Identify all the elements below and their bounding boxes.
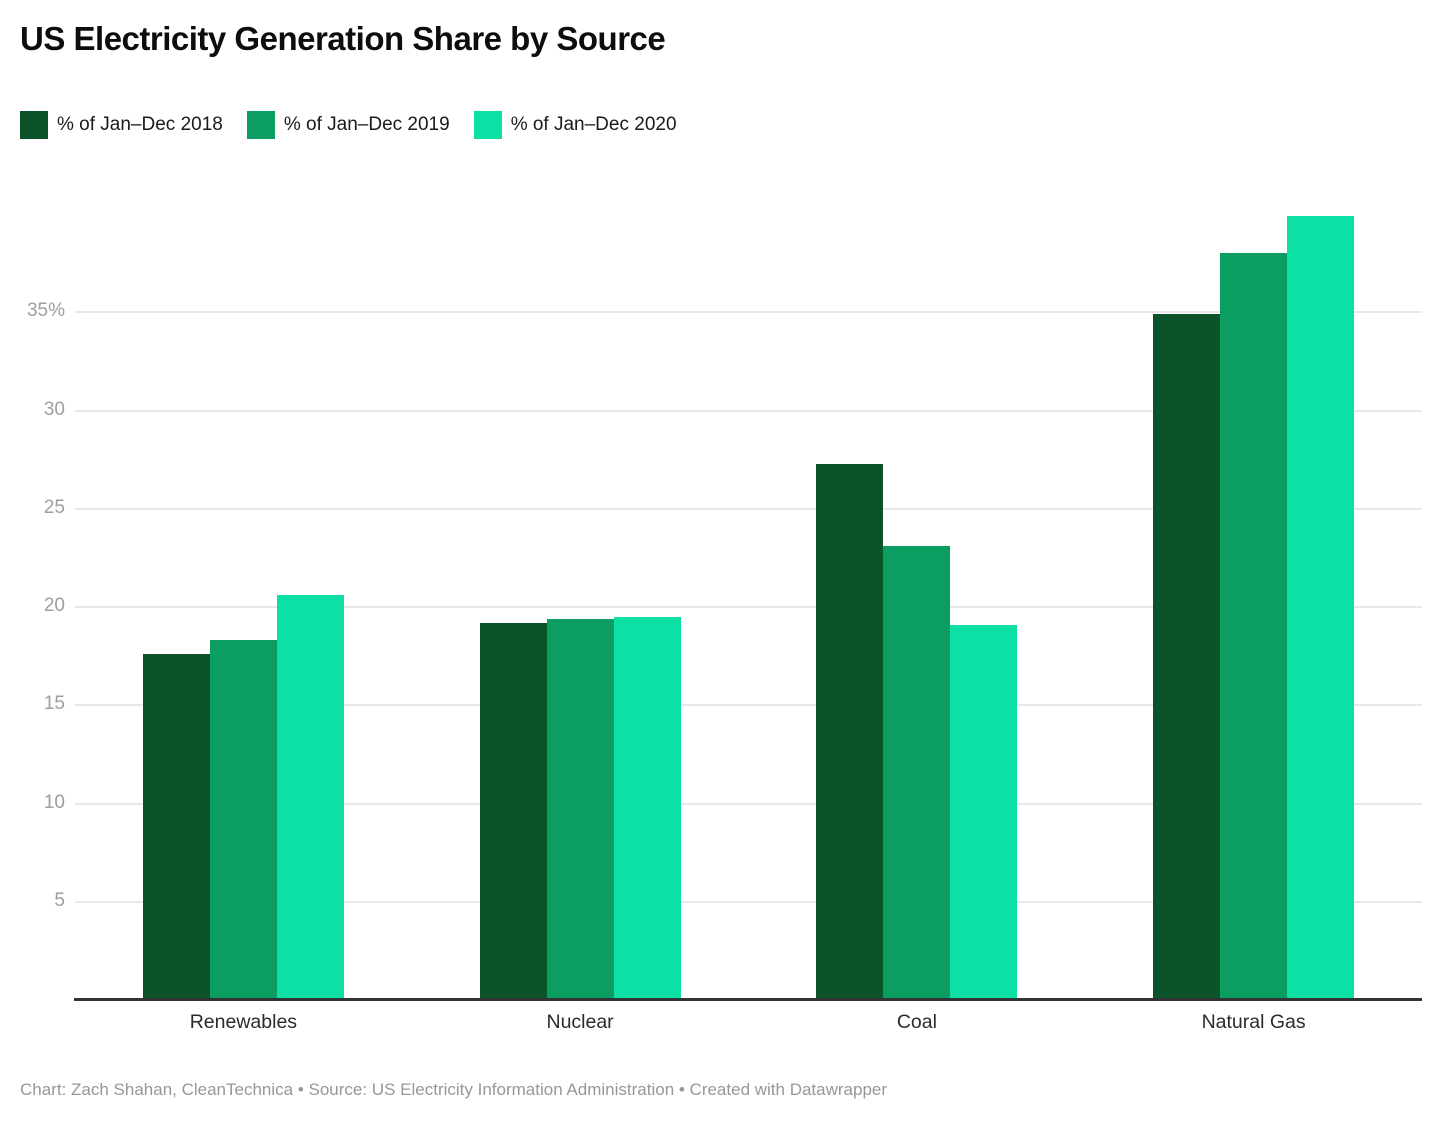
chart-title: US Electricity Generation Share by Sourc… [20, 20, 666, 57]
bar-natural-gas-2020[interactable] [1287, 216, 1355, 1000]
legend: % of Jan–Dec 2018 % of Jan–Dec 2019 % of… [20, 111, 677, 139]
y-tick-label-30: 30 [43, 398, 65, 420]
x-category-label-renewables: Renewables [189, 1011, 298, 1033]
gridline-15 [75, 704, 1422, 707]
x-category-label-natural-gas: Natural Gas [1201, 1011, 1306, 1033]
bar-natural-gas-2018[interactable] [1153, 314, 1221, 1000]
gridline-35 [75, 311, 1422, 314]
legend-swatch-2020 [473, 111, 502, 139]
bar-coal-2020[interactable] [950, 624, 1018, 1000]
bar-renewables-2020[interactable] [276, 595, 344, 1000]
legend-item-2018: % of Jan–Dec 2018 [20, 111, 223, 139]
y-tick-label-35: 35% [26, 300, 65, 322]
bar-nuclear-2018[interactable] [479, 622, 547, 1000]
x-axis-line [74, 998, 1422, 1001]
legend-label-2018: % of Jan–Dec 2018 [57, 114, 223, 135]
legend-swatch-2019 [246, 111, 275, 139]
legend-item-2020: % of Jan–Dec 2020 [473, 111, 677, 139]
y-tick-label-20: 20 [43, 595, 65, 616]
bar-nuclear-2019[interactable] [546, 618, 614, 1000]
bar-coal-2018[interactable] [816, 463, 884, 1000]
gridline-5 [75, 900, 1422, 903]
bar-coal-2019[interactable] [883, 546, 951, 1000]
gridline-30 [75, 409, 1422, 412]
y-tick-label-15: 15 [43, 693, 65, 715]
bar-renewables-2019[interactable] [209, 640, 277, 1000]
legend-item-2019: % of Jan–Dec 2019 [246, 111, 450, 139]
gridline-20 [75, 606, 1422, 608]
legend-label-2019: % of Jan–Dec 2019 [283, 114, 450, 135]
bar-nuclear-2020[interactable] [613, 616, 681, 1000]
legend-swatch-2018 [20, 111, 48, 139]
y-tick-label-10: 10 [43, 791, 65, 813]
x-category-label-coal: Coal [896, 1011, 937, 1033]
x-category-label-nuclear: Nuclear [546, 1011, 614, 1033]
gridline-10 [75, 802, 1422, 805]
y-tick-label-5: 5 [54, 889, 65, 911]
y-tick-label-25: 25 [43, 496, 65, 518]
legend-label-2020: % of Jan–Dec 2020 [510, 114, 677, 135]
gridline-25 [75, 507, 1422, 510]
bar-natural-gas-2019[interactable] [1220, 253, 1288, 1000]
bar-renewables-2018[interactable] [142, 654, 210, 1000]
attribution-footer: Chart: Zach Shahan, CleanTechnica • Sour… [20, 1080, 888, 1099]
